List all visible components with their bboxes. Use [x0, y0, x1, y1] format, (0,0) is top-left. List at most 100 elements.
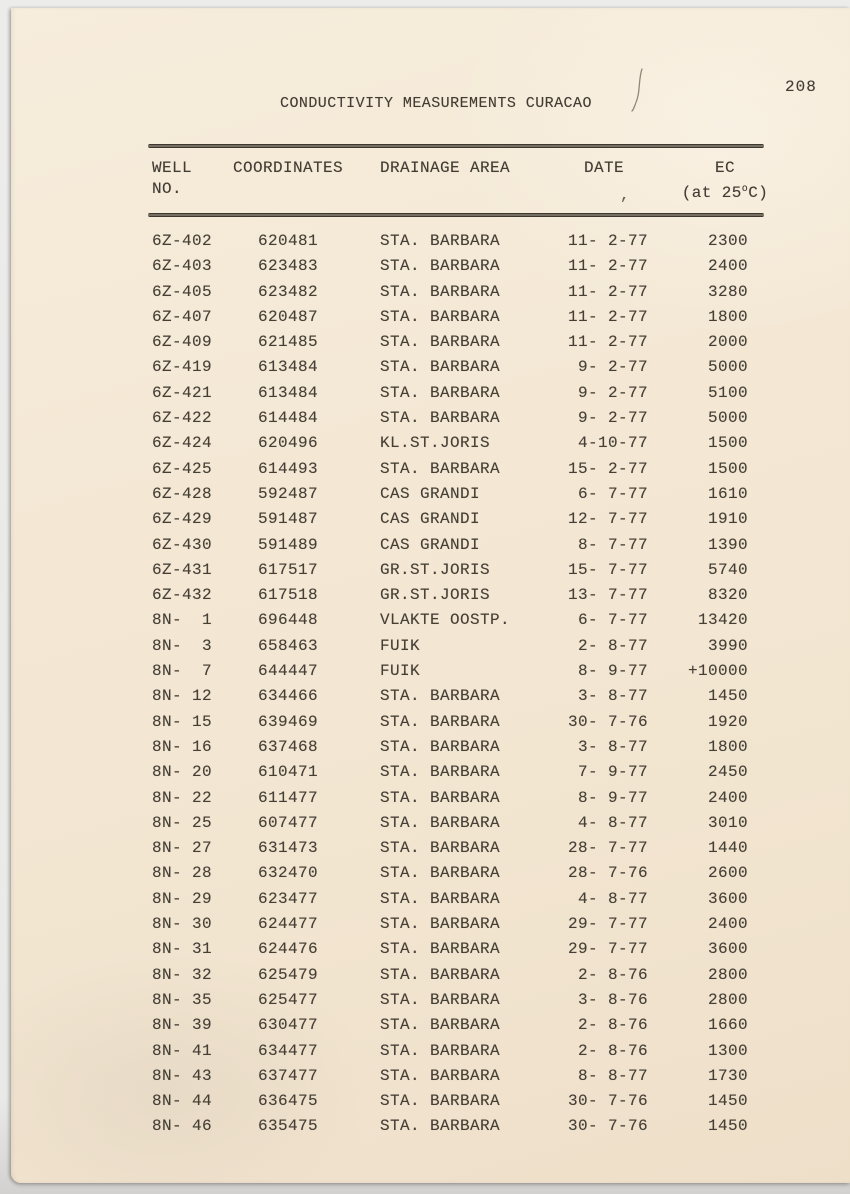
cell-ec: 1610 [707, 484, 748, 503]
well-header-line2: NO. [152, 180, 183, 198]
cell-drainage-area: STA. BARBARA [380, 459, 501, 478]
cell-well-no: 8N- 41 [152, 1041, 213, 1060]
table-row: 6Z-432 617518 GR.ST.JORIS 13- 7-77 8320 [152, 583, 748, 608]
cell-coordinates: 591489 [258, 535, 319, 554]
cell-well-no: 8N- 20 [152, 763, 213, 782]
cell-drainage-area: STA. BARBARA [380, 813, 501, 832]
column-header-coordinates: COORDINATES [233, 159, 344, 177]
cell-coordinates: 623483 [258, 257, 319, 276]
cell-coordinates: 624476 [258, 940, 319, 959]
table-row: 6Z-428 592487 CAS GRANDI 6- 7-77 1610 [152, 482, 748, 507]
cell-coordinates: 620487 [258, 307, 319, 326]
table-top-rule [148, 144, 764, 148]
cell-coordinates: 631473 [258, 839, 319, 858]
cell-coordinates: 614484 [258, 409, 319, 428]
cell-coordinates: 620496 [258, 434, 319, 453]
table-row: 6Z-403 623483 STA. BARBARA 11- 2-77 2400 [152, 254, 748, 279]
cell-ec: 2800 [707, 990, 748, 1009]
cell-coordinates: 623482 [258, 282, 319, 301]
cell-ec: 2000 [707, 333, 748, 352]
cell-drainage-area: STA. BARBARA [380, 965, 501, 984]
cell-drainage-area: CAS GRANDI [380, 510, 481, 529]
cell-ec: 5000 [707, 358, 748, 377]
cell-drainage-area: KL.ST.JORIS [380, 434, 491, 453]
comma-artifact: , [620, 186, 630, 204]
cell-ec: 1440 [707, 839, 748, 858]
table-row: 8N- 22 611477 STA. BARBARA 8- 9-77 2400 [152, 786, 748, 811]
cell-ec: 2400 [707, 788, 748, 807]
table-header-row: WELL NO. COORDINATES DRAINAGE AREA DATE E… [152, 158, 768, 204]
cell-date: 8- 8-77 [577, 1066, 648, 1085]
cell-well-no: 8N- 35 [152, 990, 213, 1009]
cell-coordinates: 658463 [258, 636, 319, 655]
cell-date: 12- 7-77 [567, 510, 648, 529]
cell-ec: 1390 [707, 535, 748, 554]
cell-coordinates: 632470 [258, 864, 319, 883]
cell-well-no: 8N- 25 [152, 813, 213, 832]
table-row: 8N- 3 658463 FUIK 2- 8-77 3990 [152, 634, 748, 659]
cell-date: 2- 8-77 [577, 636, 648, 655]
cell-date: 4- 8-77 [577, 889, 648, 908]
cell-coordinates: 623477 [258, 889, 319, 908]
cell-drainage-area: STA. BARBARA [380, 333, 501, 352]
cell-date: 29- 7-77 [567, 915, 648, 934]
cell-ec: 1450 [707, 1117, 748, 1136]
cell-date: 13- 7-77 [567, 586, 648, 605]
table-row: 6Z-402 620481 STA. BARBARA 11- 2-77 2300 [152, 229, 748, 254]
cell-drainage-area: FUIK [380, 662, 421, 681]
cell-date: 11- 2-77 [567, 333, 648, 352]
cell-coordinates: 696448 [258, 611, 319, 630]
cell-date: 3- 8-76 [577, 990, 648, 1009]
cell-well-no: 6Z-421 [152, 383, 213, 402]
table-row: 8N- 30 624477 STA. BARBARA 29- 7-77 2400 [152, 912, 748, 937]
table-row: 8N- 29 623477 STA. BARBARA 4- 8-77 3600 [152, 887, 748, 912]
table-row: 8N- 7 644447 FUIK 8- 9-77 +10000 [152, 659, 748, 684]
cell-coordinates: 630477 [258, 1016, 319, 1035]
cell-date: 30- 7-76 [567, 1092, 648, 1111]
table-row: 8N- 16 637468 STA. BARBARA 3- 8-77 1800 [152, 735, 748, 760]
cell-drainage-area: CAS GRANDI [380, 484, 481, 503]
cell-well-no: 8N- 30 [152, 915, 213, 934]
ec-header-degree: o [741, 184, 749, 195]
cell-ec: 5100 [707, 383, 748, 402]
cell-ec: 1920 [707, 712, 748, 731]
ec-header-line1: EC [714, 159, 735, 177]
cell-date: 29- 7-77 [567, 940, 648, 959]
table-row: 6Z-424 620496 KL.ST.JORIS 4-10-77 1500 [152, 431, 748, 456]
table-row: 8N- 44 636475 STA. BARBARA 30- 7-76 1450 [152, 1089, 748, 1114]
column-header-ec: EC (at 25oC) [675, 158, 775, 204]
well-header-line1: WELL [152, 159, 193, 177]
table-row: 8N- 20 610471 STA. BARBARA 7- 9-77 2450 [152, 760, 748, 785]
cell-well-no: 6Z-402 [152, 232, 213, 250]
cell-date: 15- 7-77 [567, 560, 648, 579]
cell-ec: 1800 [707, 307, 748, 326]
cell-date: 9- 2-77 [577, 409, 648, 428]
cell-ec: 3280 [707, 282, 748, 301]
cell-well-no: 6Z-428 [152, 484, 213, 503]
cell-ec: 8320 [707, 586, 748, 605]
cell-coordinates: 610471 [258, 763, 319, 782]
table-row: 8N- 27 631473 STA. BARBARA 28- 7-77 1440 [152, 836, 748, 861]
cell-coordinates: 614493 [258, 459, 319, 478]
table-row: 8N- 32 625479 STA. BARBARA 2- 8-76 2800 [152, 963, 748, 988]
document-page: 208 CONDUCTIVITY MEASUREMENTS CURACAO WE… [11, 8, 850, 1183]
cell-well-no: 6Z-407 [152, 307, 213, 326]
cell-well-no: 8N- 7 [152, 662, 213, 681]
cell-well-no: 8N- 39 [152, 1016, 213, 1035]
cell-well-no: 8N- 27 [152, 839, 213, 858]
cell-date: 2- 8-76 [577, 1041, 648, 1060]
table-row: 8N- 35 625477 STA. BARBARA 3- 8-76 2800 [152, 988, 748, 1013]
cell-date: 8- 9-77 [577, 788, 648, 807]
cell-drainage-area: STA. BARBARA [380, 864, 501, 883]
cell-drainage-area: STA. BARBARA [380, 282, 501, 301]
cell-date: 28- 7-77 [567, 839, 648, 858]
table-row: 6Z-409 621485 STA. BARBARA 11- 2-77 2000 [152, 330, 748, 355]
cell-well-no: 8N- 1 [152, 611, 213, 630]
cell-well-no: 8N- 46 [152, 1117, 213, 1136]
table-body: 6Z-402 620481 STA. BARBARA 11- 2-77 2300 6Z-4… [152, 229, 748, 1140]
table-row: 6Z-430 591489 CAS GRANDI 8- 7-77 1390 [152, 533, 748, 558]
cell-drainage-area: STA. BARBARA [380, 737, 501, 756]
cell-ec: 13420 [697, 611, 748, 630]
cell-well-no: 6Z-431 [152, 560, 213, 579]
cell-coordinates: 637468 [258, 737, 319, 756]
